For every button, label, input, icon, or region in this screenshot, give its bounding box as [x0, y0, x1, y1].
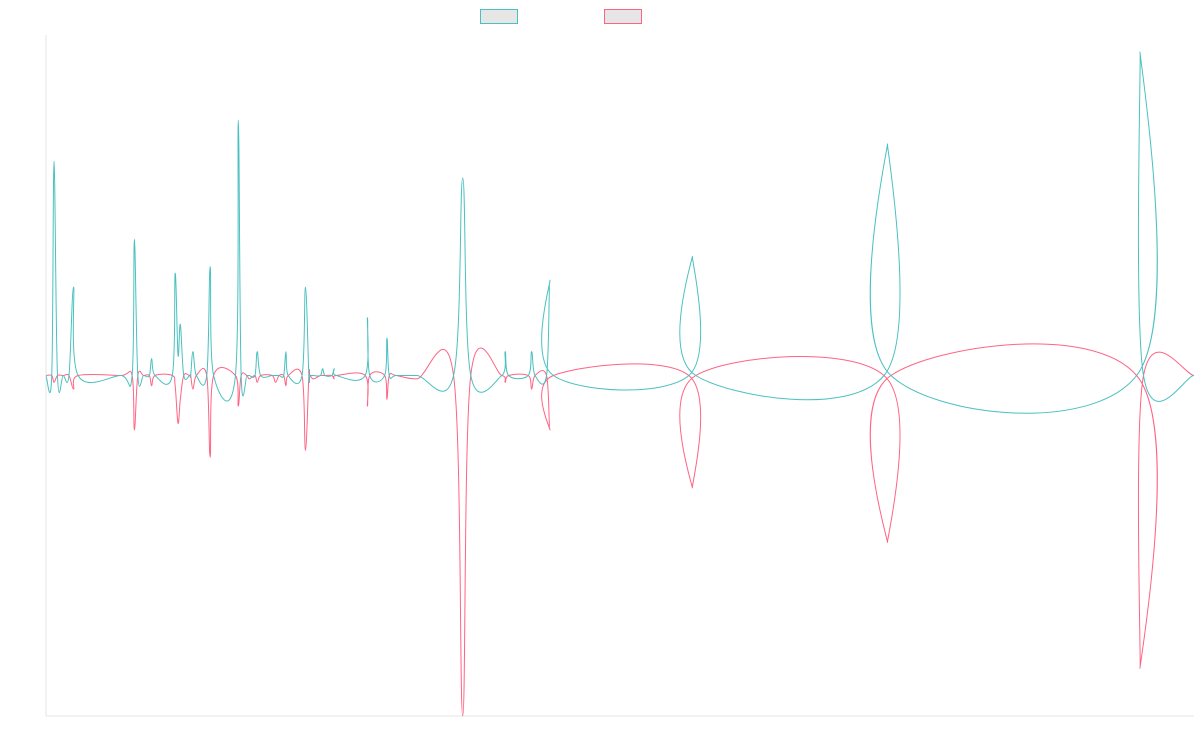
legend-swatch-series-a [480, 9, 518, 24]
legend-item-series-a[interactable] [480, 9, 524, 24]
legend-item-series-b[interactable] [604, 9, 648, 24]
series-1-line [45, 51, 1195, 414]
series-layer [45, 51, 1195, 717]
series-2-line [45, 343, 1195, 717]
legend-swatch-series-b [604, 9, 642, 24]
legend [0, 9, 1200, 27]
chart-axes [45, 35, 1194, 717]
